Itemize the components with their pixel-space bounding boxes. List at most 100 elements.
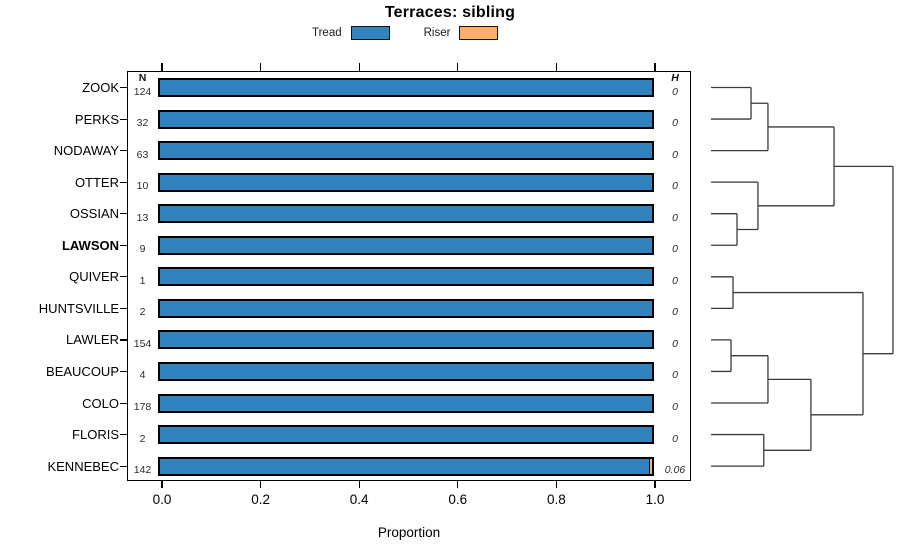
n-value: 10 xyxy=(136,180,149,193)
bar-zook xyxy=(158,78,654,97)
x-axis-tick-bottom xyxy=(260,481,262,488)
x-tick-label: 0.8 xyxy=(547,492,566,507)
n-value: 178 xyxy=(133,401,152,413)
n-value: 63 xyxy=(136,148,149,161)
n-value: 142 xyxy=(133,464,152,477)
y-axis-tick xyxy=(120,402,127,404)
tread-segment xyxy=(160,300,652,316)
h-value: 0 xyxy=(672,148,678,161)
x-axis-tick-top xyxy=(161,63,163,71)
bar-quiver xyxy=(158,267,654,287)
h-value: 0 xyxy=(672,117,678,130)
bar-perks xyxy=(158,109,654,129)
riser-swatch-icon xyxy=(459,26,499,40)
bar-kennebec xyxy=(158,456,654,476)
tread-segment xyxy=(160,458,649,474)
n-value: 4 xyxy=(139,369,146,382)
h-value: 0 xyxy=(672,243,678,256)
n-value: 9 xyxy=(139,243,146,256)
category-label-perks: PERKS xyxy=(74,111,119,127)
x-tick-label: 0.2 xyxy=(251,492,270,507)
n-value: 2 xyxy=(139,306,146,319)
tread-segment xyxy=(160,427,652,443)
x-tick-label: 0.6 xyxy=(448,492,468,507)
legend: Tread Riser xyxy=(312,26,499,40)
y-axis-tick xyxy=(120,434,127,436)
n-value: 124 xyxy=(133,85,152,98)
tread-segment xyxy=(160,143,652,159)
bar-lawson xyxy=(158,235,654,255)
y-axis-tick xyxy=(120,150,127,152)
x-axis-tick-top xyxy=(654,63,656,71)
y-axis-tick xyxy=(120,213,127,215)
bar-ossian xyxy=(158,204,654,224)
n-value: 13 xyxy=(136,211,149,224)
tread-segment xyxy=(160,363,652,379)
bar-lawler xyxy=(158,330,654,350)
category-label-otter: OTTER xyxy=(74,174,119,190)
y-axis-tick xyxy=(120,465,127,467)
x-axis-tick-top xyxy=(260,63,262,71)
n-value: 2 xyxy=(139,432,146,445)
tread-segment xyxy=(160,206,652,222)
bar-beaucoup xyxy=(158,361,654,381)
tread-segment xyxy=(160,395,652,411)
chart-title: Terraces: sibling xyxy=(384,4,516,21)
bar-colo xyxy=(158,393,654,413)
tread-segment xyxy=(160,111,652,127)
category-label-huntsville: HUNTSVILLE xyxy=(38,300,119,316)
tread-segment xyxy=(160,237,652,253)
h-value: 0.06 xyxy=(664,464,686,477)
h-value: 0 xyxy=(672,211,678,224)
category-label-lawson: LAWSON xyxy=(61,237,119,253)
h-value: 0 xyxy=(672,180,678,193)
legend-item-riser: Riser xyxy=(424,26,499,40)
x-tick-label: 0.0 xyxy=(152,492,172,507)
h-value: 0 xyxy=(672,85,678,98)
h-value: 0 xyxy=(672,369,678,382)
tread-segment xyxy=(160,80,652,95)
tread-segment xyxy=(160,269,652,285)
category-label-floris: FLORIS xyxy=(72,427,119,443)
tread-segment xyxy=(160,332,652,348)
x-axis-tick-bottom xyxy=(654,481,656,488)
n-column-header: N xyxy=(138,72,147,84)
y-axis-tick xyxy=(120,276,127,278)
category-label-quiver: QUIVER xyxy=(69,269,119,285)
x-tick-label: 1.0 xyxy=(645,492,665,507)
x-axis-tick-top xyxy=(457,63,459,71)
x-tick-label: 0.4 xyxy=(349,492,369,507)
legend-label-tread: Tread xyxy=(312,27,342,39)
h-column-header: H xyxy=(671,72,679,84)
n-value: 1 xyxy=(139,274,146,287)
bar-floris xyxy=(158,425,654,445)
x-axis-tick-top xyxy=(358,63,360,71)
category-label-colo: COLO xyxy=(82,395,119,411)
bar-huntsville xyxy=(158,298,654,318)
tread-swatch-icon xyxy=(350,26,390,40)
category-label-kennebec: KENNEBEC xyxy=(47,458,119,474)
category-label-ossian: OSSIAN xyxy=(69,206,119,222)
x-axis-tick-bottom xyxy=(358,481,360,488)
h-value: 0 xyxy=(672,306,678,319)
category-label-nodaway: NODAWAY xyxy=(53,143,119,159)
bar-otter xyxy=(158,172,654,192)
y-axis-tick xyxy=(120,118,127,120)
x-axis-tick-top xyxy=(555,63,557,71)
x-axis-label: Proportion xyxy=(377,525,441,540)
y-axis-tick xyxy=(120,307,127,310)
bar-nodaway xyxy=(158,141,654,161)
h-value: 0 xyxy=(672,274,678,287)
legend-label-riser: Riser xyxy=(423,27,451,39)
riser-segment xyxy=(648,458,652,474)
y-axis-tick xyxy=(120,87,127,89)
h-value: 0 xyxy=(672,401,678,413)
category-label-zook: ZOOK xyxy=(82,80,119,95)
category-label-beaucoup: BEAUCOUP xyxy=(46,363,119,379)
n-value: 154 xyxy=(133,337,152,350)
y-axis-tick xyxy=(120,244,127,246)
h-value: 0 xyxy=(672,337,678,350)
x-axis-tick-bottom xyxy=(161,481,163,488)
x-axis-tick-bottom xyxy=(555,481,557,488)
